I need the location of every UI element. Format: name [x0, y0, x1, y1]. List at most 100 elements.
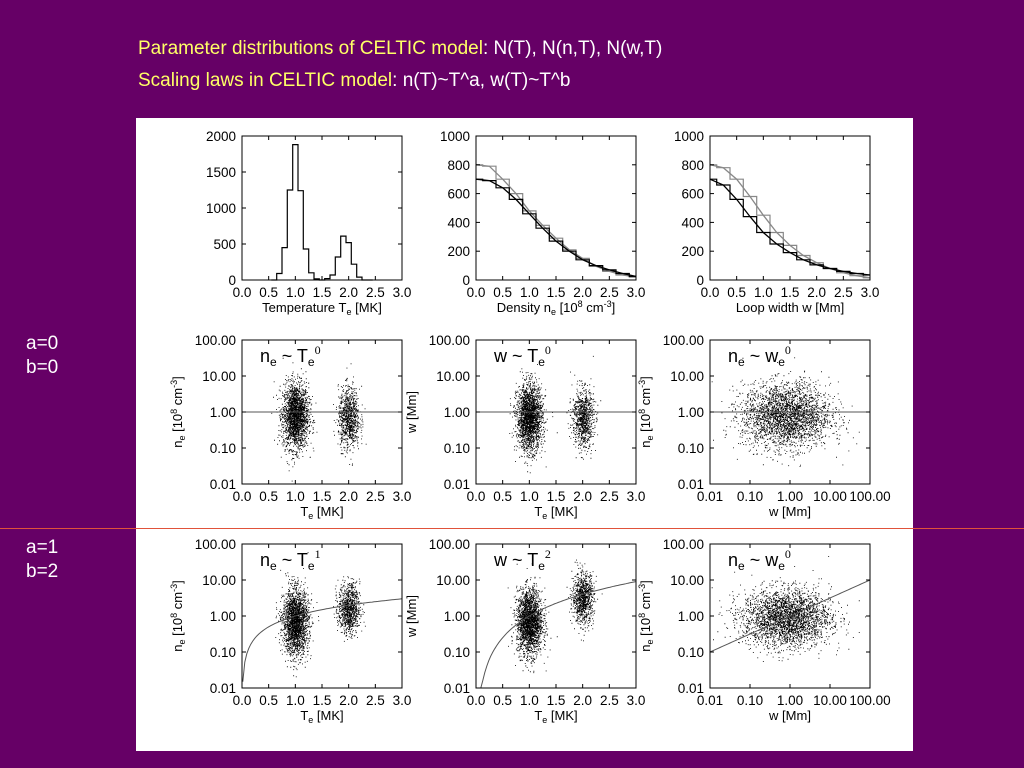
y-tick-label: 10.00 — [670, 369, 704, 384]
scatter-points — [271, 357, 367, 482]
panel-label-sub: e — [270, 355, 277, 369]
x-axis-label-text: w [Mm] — [768, 708, 811, 723]
x-tick-label: 1.5 — [313, 693, 332, 708]
panel-label-mid: ~ T — [277, 346, 308, 366]
panel-label-sub: e — [738, 559, 745, 573]
y-axis-label-sup: 8 — [637, 409, 647, 414]
y-tick-label: 800 — [681, 158, 704, 173]
y-tick-label: 0.10 — [210, 441, 236, 456]
x-axis-label-unit: [MK] — [313, 708, 343, 723]
axes-frame — [241, 135, 403, 281]
x-axis-label-text: Loop width w [Mm] — [736, 300, 844, 315]
title-line-2: Scaling laws in CELTIC model: n(T)~T^a, … — [138, 70, 570, 92]
y-tick-label: 0.10 — [678, 441, 704, 456]
panel-label: w ~ Te0 — [493, 343, 551, 369]
row1-b-label: b=0 — [26, 357, 59, 378]
x-axis-label-text: T — [300, 504, 308, 519]
x-axis-label-text: T — [300, 708, 308, 723]
x-tick-label: 3.0 — [627, 489, 646, 504]
y-tick-label: 0.01 — [444, 477, 470, 492]
chart-sc_wT_0: 0.0 0.5 1.0 1.5 2.0 2.5 3.0 0.01 0.10 1.00 10.00 10… — [404, 333, 645, 521]
x-tick-label: 1.5 — [547, 285, 566, 300]
x-tick-label: 2.5 — [834, 285, 853, 300]
x-axis-label: Loop width w [Mm] — [736, 300, 844, 315]
x-tick-label: 3.0 — [393, 285, 412, 300]
y-axis-label-text: w [Mm] — [404, 391, 419, 434]
y-axis-label-end: ] — [638, 580, 653, 584]
row2-parameters: a=1 b=2 — [26, 536, 58, 584]
x-axis-label-sub: e — [308, 511, 313, 521]
x-tick-label: 1.00 — [777, 489, 803, 504]
panel-label-mid: ~ T — [277, 550, 308, 570]
power-law-fit — [242, 598, 403, 682]
panel-label: ne ~ we0 — [728, 547, 791, 573]
row1-a-label: a=0 — [26, 333, 59, 354]
y-tick-label: 10.00 — [202, 369, 236, 384]
panel-label-sup: 0 — [785, 343, 791, 357]
x-tick-label: 2.5 — [366, 285, 385, 300]
y-axis-label-end: ] — [170, 580, 185, 584]
x-axis-label-text: Density n — [497, 300, 551, 315]
y-axis-label: ne [108 cm-3] — [169, 580, 187, 652]
panel-label: ne ~ Te1 — [260, 547, 321, 573]
chart-sc_nw_0: 0.01 0.10 1.00 10.00 100.000.010.101.0010.00… — [637, 333, 891, 519]
y-tick-label: 0.10 — [444, 645, 470, 660]
y-tick-label: 0.01 — [210, 681, 236, 696]
x-tick-label: 0.5 — [259, 285, 278, 300]
power-law-fit — [476, 581, 637, 689]
fit-curve — [475, 164, 637, 278]
fit-curve — [475, 178, 637, 278]
y-axis-label-sup2: -3 — [637, 380, 647, 388]
x-tick-label: 0.0 — [467, 285, 486, 300]
x-tick-label: 2.5 — [366, 489, 385, 504]
panel-label-sub: e — [538, 559, 545, 573]
y-tick-label: 1000 — [440, 129, 470, 144]
y-tick-label: 2000 — [206, 129, 236, 144]
scatter-points — [711, 556, 866, 662]
x-axis-label-sub: e — [346, 307, 351, 317]
x-tick-label: 0.5 — [727, 285, 746, 300]
row2-b-label: b=2 — [26, 561, 59, 582]
y-tick-label: 0 — [696, 273, 704, 288]
x-tick-label: 0.0 — [233, 693, 252, 708]
power-law-fit — [709, 579, 871, 653]
title-line-1-rest: : N(T), N(n,T), N(w,T) — [482, 38, 663, 59]
x-tick-label: 0.5 — [493, 693, 512, 708]
y-tick-label: 0.01 — [678, 477, 704, 492]
x-axis-label: Te [MK] — [300, 708, 343, 725]
panel-label-sub2: e — [308, 355, 315, 369]
x-tick-label: 3.0 — [627, 285, 646, 300]
panel-label: w ~ Te2 — [493, 547, 551, 573]
y-tick-label: 1.00 — [444, 609, 470, 624]
fit-curve — [709, 164, 871, 279]
x-axis-label-text: w [Mm] — [768, 504, 811, 519]
x-tick-label: 2.0 — [573, 489, 592, 504]
x-tick-label: 10.00 — [813, 489, 847, 504]
panel-label-mid: ~ w — [745, 346, 780, 366]
y-tick-label: 1.00 — [678, 405, 704, 420]
y-axis-label-rest2: cm — [170, 388, 185, 409]
x-tick-label: 3.0 — [861, 285, 880, 300]
y-tick-label: 1000 — [674, 129, 704, 144]
y-axis-label-sup: 8 — [637, 613, 647, 618]
x-tick-label: 0.5 — [259, 693, 278, 708]
title-line-2-rest: : n(T)~T^a, w(T)~T^b — [392, 70, 571, 91]
y-axis-label-end: ] — [638, 376, 653, 380]
panel-label-sub2: e — [778, 559, 785, 573]
x-axis-label-text: T — [534, 708, 542, 723]
x-tick-label: 2.0 — [807, 285, 826, 300]
x-tick-label: 0.5 — [493, 285, 512, 300]
x-tick-label: 1.0 — [520, 489, 539, 504]
x-tick-label: 2.0 — [339, 693, 358, 708]
histogram-series — [476, 164, 636, 278]
y-tick-label: 0 — [462, 273, 470, 288]
y-tick-label: 1000 — [206, 201, 236, 216]
y-tick-label: 100.00 — [429, 537, 470, 552]
y-tick-label: 100.00 — [663, 537, 704, 552]
x-axis-label-unit: [MK] — [351, 300, 381, 315]
y-tick-label: 200 — [681, 244, 704, 259]
y-tick-label: 1500 — [206, 165, 236, 180]
chart-hist_T: 0.0 0.5 1.0 1.5 2.0 2.5 3.0 0 500 1000 1500 2000 Tem… — [206, 129, 411, 317]
x-tick-label: 1.5 — [313, 489, 332, 504]
y-axis-label-sup2: -3 — [169, 584, 179, 592]
